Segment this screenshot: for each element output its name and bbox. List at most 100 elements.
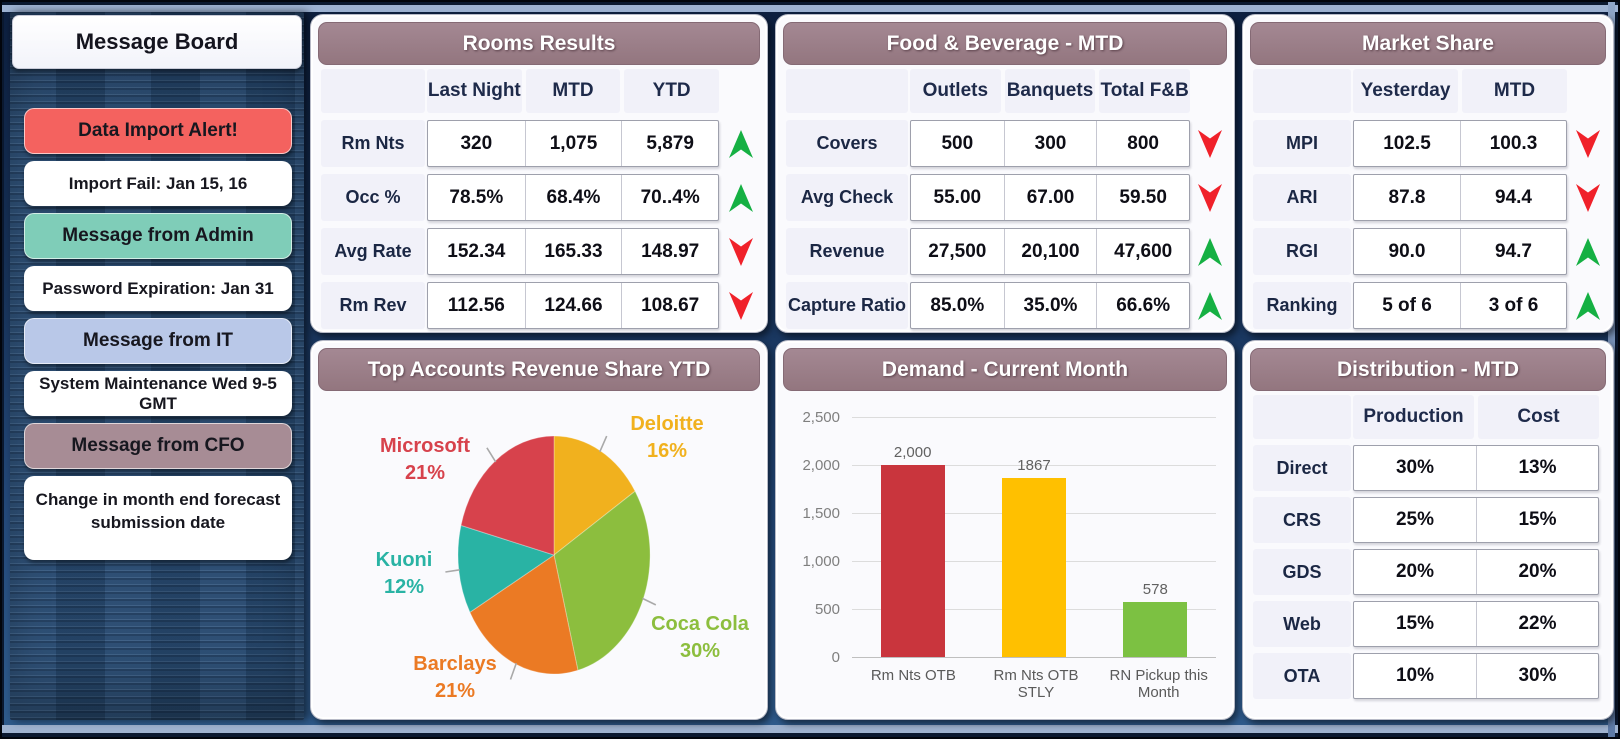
row-label: OTA [1253, 653, 1351, 699]
cell: 87.8 [1388, 186, 1426, 208]
trend-cell [721, 120, 761, 167]
table-row: 87.8 94.4 [1353, 174, 1567, 221]
top-accounts-title: Top Accounts Revenue Share YTD [318, 348, 760, 391]
column-header: Banquets [1004, 69, 1096, 113]
row-label: GDS [1253, 549, 1351, 595]
cell: 112.56 [447, 294, 505, 316]
cell: 22% [1476, 602, 1598, 646]
cell: 320 [460, 132, 493, 154]
bar-value-label: 578 [1142, 580, 1168, 598]
row-label: ARI [1253, 174, 1351, 221]
pie-label-pct: 30% [679, 640, 721, 662]
spacer [1569, 69, 1607, 113]
row-label: Web [1253, 601, 1351, 647]
pie-chart-svg [445, 435, 657, 680]
rooms-results-table: Last Night MTD YTD Rm Nts 320 1,075 5,87… [321, 69, 761, 329]
trend-cell [1192, 174, 1228, 221]
cell: 148.97 [621, 229, 718, 274]
food-beverage-panel: Food & Beverage - MTD Outlets Banquets T… [775, 14, 1235, 333]
cell: 20% [1395, 561, 1435, 582]
table-row: 90.0 94.7 [1353, 228, 1567, 275]
column-header: MTD [1462, 69, 1567, 113]
bar-rn-pickup-this-month [1123, 601, 1188, 657]
message-board-title: Message Board [12, 15, 302, 69]
y-tick: 500 [814, 601, 840, 618]
market-share-table: Yesterday MTD MPI 102.5 100.3 ARI 87.8 9… [1253, 69, 1607, 329]
password-expiration-note: Password Expiration: Jan 31 [24, 266, 292, 311]
distribution-title: Distribution - MTD [1250, 348, 1606, 391]
market-share-title: Market Share [1250, 22, 1606, 65]
pie-label-kuoni: Kuoni 12% [359, 547, 449, 601]
column-headers: Last Night MTD YTD [427, 69, 719, 113]
trend-cell [721, 282, 761, 329]
column-header: Production [1353, 395, 1474, 439]
message-from-admin-button[interactable]: Message from Admin [24, 213, 292, 259]
cell: 20,100 [1003, 229, 1097, 274]
trend-down-icon [1197, 182, 1223, 214]
y-tick: 2,000 [802, 457, 840, 474]
y-tick: 0 [831, 649, 840, 666]
rooms-results-panel: Rooms Results Last Night MTD YTD Rm Nts … [310, 14, 768, 333]
food-beverage-title: Food & Beverage - MTD [783, 22, 1227, 65]
cell: 66.6% [1096, 283, 1189, 328]
cell: 55.00 [933, 186, 982, 208]
data-import-alert-button[interactable]: Data Import Alert! [24, 108, 292, 154]
pie-label-deloitte: Deloitte 16% [611, 411, 723, 465]
cell: 152.34 [447, 240, 506, 262]
row-label: RGI [1253, 228, 1351, 275]
table-row: 55.00 67.00 59.50 [910, 174, 1190, 221]
row-label: Covers [786, 120, 908, 167]
column-headers: Yesterday MTD [1353, 69, 1567, 113]
cell: 800 [1096, 121, 1189, 166]
bar-slot: 1867 [1001, 417, 1066, 657]
y-tick: 2,500 [802, 409, 840, 426]
trend-down-icon [728, 236, 754, 268]
table-row: 5 of 6 3 of 6 [1353, 282, 1567, 329]
table-row: 27,500 20,100 47,600 [910, 228, 1190, 275]
spacer [721, 69, 761, 113]
demand-panel: Demand - Current Month 2,500 2,000 1,500… [775, 340, 1235, 720]
table-row: 85.0% 35.0% 66.6% [910, 282, 1190, 329]
row-label: Rm Nts [321, 120, 425, 167]
cell: 102.5 [1383, 132, 1431, 154]
message-from-cfo-button[interactable]: Message from CFO [24, 423, 292, 469]
column-header: Outlets [910, 69, 1001, 113]
bar-rm-nts-otb [880, 465, 945, 657]
table-row: 10% 30% [1353, 653, 1599, 699]
trend-cell [1569, 228, 1607, 275]
pie-label-pct: 21% [434, 680, 476, 702]
row-label: Revenue [786, 228, 908, 275]
cell: 5,879 [621, 121, 718, 166]
cell: 3 of 6 [1460, 283, 1566, 328]
trend-cell [721, 174, 761, 221]
trend-cell [1569, 282, 1607, 329]
pie-chart: Deloitte 16% Coca Cola 30% Barclays 21% … [311, 395, 767, 711]
trend-down-icon [1575, 182, 1601, 214]
cell: 85.0% [930, 294, 985, 316]
row-label: CRS [1253, 497, 1351, 543]
column-header: Cost [1478, 395, 1599, 439]
cell: 27,500 [928, 240, 987, 262]
table-row: 320 1,075 5,879 [427, 120, 719, 167]
column-header: Last Night [427, 69, 522, 113]
message-from-it-button[interactable]: Message from IT [24, 318, 292, 364]
cell: 10% [1395, 665, 1435, 686]
message-list: Data Import Alert! Import Fail: Jan 15, … [24, 108, 292, 560]
bar-value-label: 2,000 [893, 444, 932, 461]
cell: 165.33 [524, 229, 622, 274]
trend-cell [1192, 228, 1228, 275]
bars: 2,000 1867 578 [852, 417, 1216, 657]
pie-label-coca-cola: Coca Cola 30% [644, 611, 756, 665]
row-label: MPI [1253, 120, 1351, 167]
pie-label-barclays: Barclays 21% [403, 651, 507, 705]
cell: 20% [1476, 550, 1598, 594]
cell: 94.4 [1460, 175, 1566, 220]
table-row: 78.5% 68.4% 70..4% [427, 174, 719, 221]
trend-up-icon [1197, 290, 1223, 322]
table-corner [1253, 69, 1351, 113]
market-share-panel: Market Share Yesterday MTD MPI 102.5 100… [1242, 14, 1614, 333]
cell: 30% [1476, 654, 1598, 698]
column-header: MTD [525, 69, 621, 113]
trend-down-icon [1197, 128, 1223, 160]
pie-label-name: Deloitte [630, 413, 704, 435]
